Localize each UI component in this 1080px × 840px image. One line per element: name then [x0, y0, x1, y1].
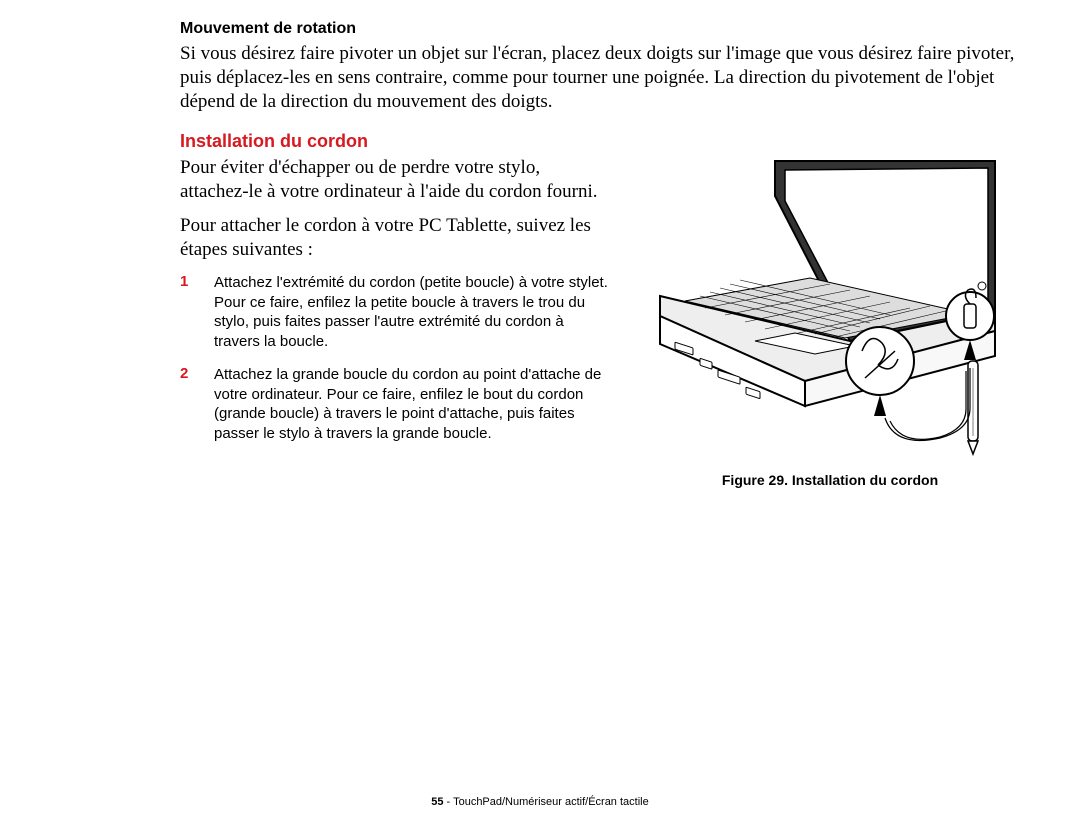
- steps-list: 1 Attachez l'extrémité du cordon (petite…: [180, 273, 610, 443]
- footer-page-number: 55: [431, 796, 443, 808]
- laptop-illustration: [650, 156, 1010, 466]
- cord-heading: Installation du cordon: [180, 131, 1020, 152]
- right-column: Figure 29. Installation du cordon: [640, 156, 1020, 488]
- step-text: Attachez l'extrémité du cordon (petite b…: [214, 273, 610, 351]
- rotation-body: Si vous désirez faire pivoter un objet s…: [180, 42, 1020, 113]
- footer-text: TouchPad/Numériseur actif/Écran tactile: [453, 796, 649, 808]
- list-item: 2 Attachez la grande boucle du cordon au…: [180, 365, 610, 443]
- two-column-layout: Pour éviter d'échapper ou de perdre votr…: [180, 156, 1020, 488]
- page-footer: 55 - TouchPad/Numériseur actif/Écran tac…: [0, 796, 1080, 808]
- footer-separator: -: [444, 796, 454, 808]
- step-number: 2: [180, 365, 214, 443]
- rotation-section: Mouvement de rotation Si vous désirez fa…: [180, 20, 1020, 113]
- figure-caption: Figure 29. Installation du cordon: [722, 472, 938, 488]
- left-column: Pour éviter d'échapper ou de perdre votr…: [180, 156, 610, 488]
- list-item: 1 Attachez l'extrémité du cordon (petite…: [180, 273, 610, 351]
- step-number: 1: [180, 273, 214, 351]
- cord-intro-2: Pour attacher le cordon à votre PC Table…: [180, 214, 610, 262]
- page: Mouvement de rotation Si vous désirez fa…: [0, 0, 1080, 840]
- step-text: Attachez la grande boucle du cordon au p…: [214, 365, 610, 443]
- rotation-heading: Mouvement de rotation: [180, 20, 1020, 38]
- cord-intro-1: Pour éviter d'échapper ou de perdre votr…: [180, 156, 610, 204]
